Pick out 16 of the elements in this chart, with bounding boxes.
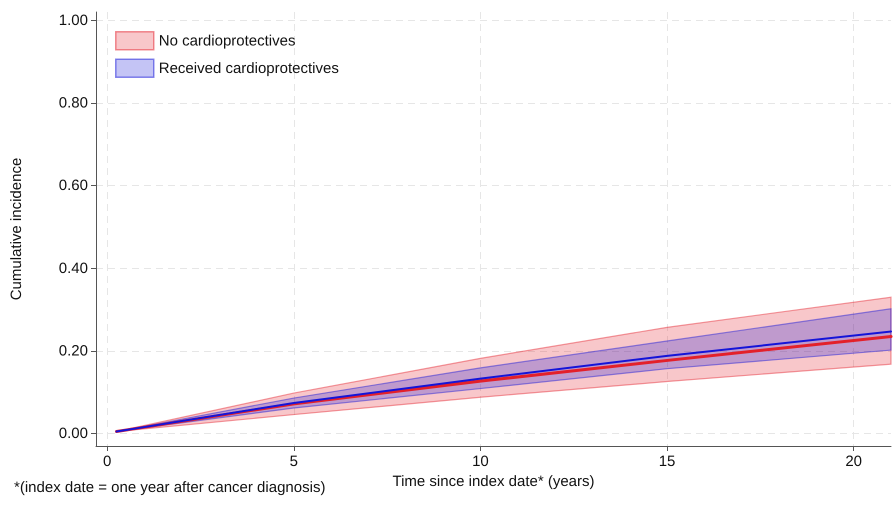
x-tick-label: 5 [290,453,298,470]
y-axis-title: Cumulative incidence [8,158,25,300]
legend-label: No cardioprotectives [158,32,296,50]
x-axis-title: Time since index date* (years) [392,472,595,490]
y-tick-label: 0.00 [58,425,88,442]
y-tick-label: 0.20 [58,342,88,360]
x-tick-label: 10 [472,453,489,470]
text: *(index date = one year after cancer diagnosis) [14,479,326,496]
x-tick-label: 15 [658,453,676,470]
x-tick-label: 20 [845,453,862,470]
y-tick-label: 0.60 [58,177,88,194]
y-tick-label: 0.40 [58,260,88,277]
y-tick-label: 0.80 [58,94,88,112]
x-tick-label: 0 [103,453,112,470]
y-tick-label: 1.00 [58,12,88,29]
legend-label: Received cardioprotectives [158,60,339,77]
